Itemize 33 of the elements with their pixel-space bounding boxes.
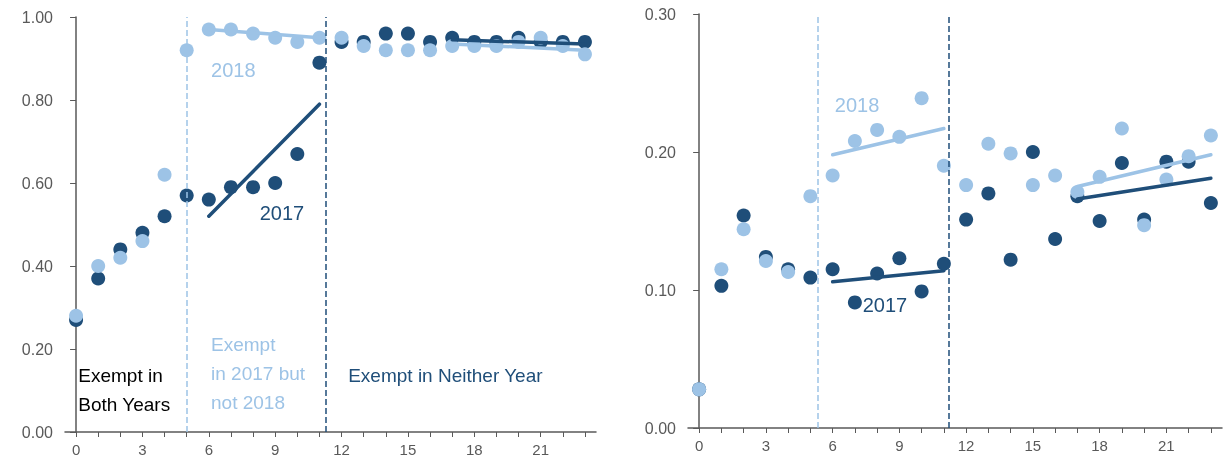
- y-tick-label: 0.80: [21, 91, 54, 109]
- x-tick-label: 9: [271, 441, 280, 458]
- x-tick-label: 21: [1158, 437, 1175, 454]
- series-label: 2017: [862, 294, 908, 317]
- y-tick-label: 0.00: [644, 419, 677, 437]
- y-tick-label: 0.10: [644, 281, 677, 299]
- x-tick-label: 6: [204, 441, 213, 458]
- y-tick-label: 0.20: [21, 340, 54, 358]
- x-tick-label: 15: [1024, 437, 1042, 454]
- x-tick-label: 6: [828, 437, 837, 454]
- series-label: 2017: [259, 201, 305, 224]
- y-tick-label: 0.60: [21, 174, 54, 192]
- x-tick-label: 0: [71, 441, 81, 458]
- annotation: Exempt in 2017 but not 2018: [211, 334, 306, 414]
- x-tick-label: 3: [761, 437, 771, 454]
- y-tick-label: 0.40: [21, 257, 54, 275]
- annotation: Exempt in Both Years: [78, 365, 171, 416]
- x-tick-label: 3: [138, 441, 147, 458]
- y-tick-label: 0.00: [21, 423, 54, 441]
- y-tick-label: 0.30: [644, 5, 677, 23]
- x-tick-label: 12: [957, 437, 975, 454]
- y-tick-label: 0.20: [644, 143, 677, 161]
- x-tick-label: 21: [532, 441, 550, 458]
- annotation: Exempt in Neither Year: [348, 365, 544, 387]
- y-tick-label: 1.00: [21, 8, 54, 26]
- x-tick-label: 18: [465, 441, 483, 458]
- x-tick-label: 0: [694, 437, 704, 454]
- x-tick-label: 18: [1091, 437, 1108, 454]
- series-label: 2018: [211, 59, 256, 82]
- x-tick-label: 12: [333, 441, 350, 458]
- x-tick-label: 9: [895, 437, 904, 454]
- series-label: 2018: [834, 94, 880, 117]
- x-tick-label: 15: [399, 441, 417, 458]
